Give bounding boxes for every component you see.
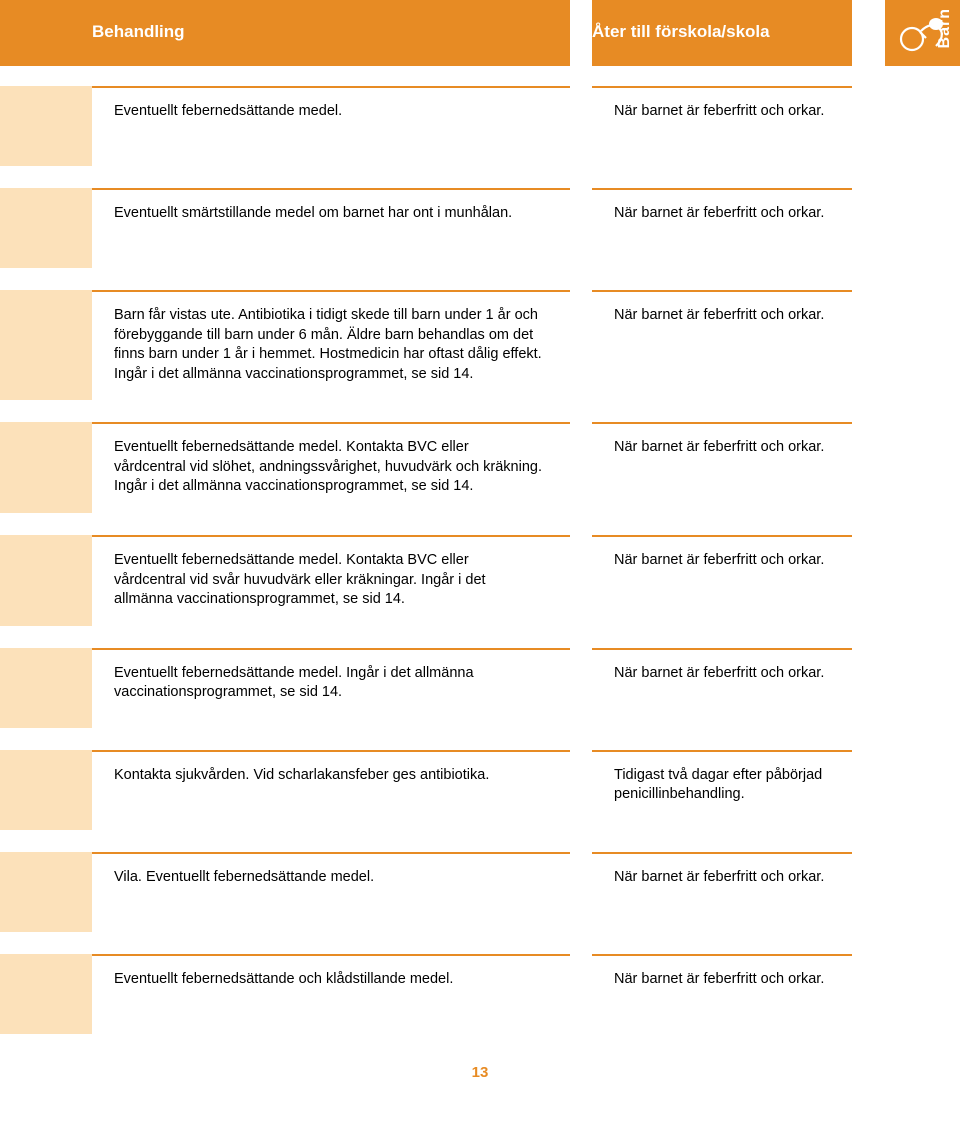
header-treatment: Behandling (92, 22, 570, 42)
header: Behandling Åter till förskola/skola Barn (0, 0, 960, 66)
table-row: Eventuellt febernedsättande medel. Konta… (0, 422, 960, 513)
table-row: Eventuellt febernedsättande och klådstil… (0, 954, 960, 1034)
cell-treatment: Barn får vistas ute. Antibiotika i tidig… (92, 290, 570, 400)
table-body: Eventuellt febernedsättande medel. När b… (0, 86, 960, 1034)
cell-gap (570, 535, 592, 626)
row-stripe (0, 290, 92, 400)
cell-return: När barnet är feberfritt och orkar. (592, 954, 852, 1034)
cell-treatment: Eventuellt febernedsättande medel. Konta… (92, 535, 570, 626)
cell-gap (570, 86, 592, 166)
cell-return: När barnet är feberfritt och orkar. (592, 290, 852, 400)
row-stripe (0, 750, 92, 830)
cell-treatment: Vila. Eventuellt febernedsättande medel. (92, 852, 570, 932)
header-gap (570, 22, 592, 42)
row-stripe (0, 86, 92, 166)
table-row: Barn får vistas ute. Antibiotika i tidig… (0, 290, 960, 400)
cell-return: När barnet är feberfritt och orkar. (592, 188, 852, 268)
cell-gap (570, 750, 592, 830)
cell-gap (570, 852, 592, 932)
cell-treatment: Eventuellt febernedsättande och klådstil… (92, 954, 570, 1034)
header-return: Åter till förskola/skola (592, 22, 852, 42)
cell-treatment: Eventuellt smärtstillande medel om barne… (92, 188, 570, 268)
cell-treatment: Eventuellt febernedsättande medel. Ingår… (92, 648, 570, 728)
cell-gap (570, 954, 592, 1034)
cell-gap (570, 648, 592, 728)
cell-return: När barnet är feberfritt och orkar. (592, 422, 852, 513)
table-row: Kontakta sjukvården. Vid scharlakansfebe… (0, 750, 960, 830)
row-stripe (0, 188, 92, 268)
table-row: Vila. Eventuellt febernedsättande medel.… (0, 852, 960, 932)
cell-gap (570, 290, 592, 400)
cell-return: När barnet är feberfritt och orkar. (592, 648, 852, 728)
cell-treatment: Kontakta sjukvården. Vid scharlakansfebe… (92, 750, 570, 830)
side-tab-label: Barn (936, 8, 954, 48)
row-stripe (0, 422, 92, 513)
side-tab: Barn (885, 0, 960, 66)
cell-treatment: Eventuellt febernedsättande medel. (92, 86, 570, 166)
table-row: Eventuellt febernedsättande medel. Konta… (0, 535, 960, 626)
row-stripe (0, 648, 92, 728)
row-stripe (0, 852, 92, 932)
cell-return: Tidigast två dagar efter påbörjad penici… (592, 750, 852, 830)
table-row: Eventuellt febernedsättande medel. Ingår… (0, 648, 960, 728)
table-row: Eventuellt smärtstillande medel om barne… (0, 188, 960, 268)
page-number: 13 (0, 1064, 960, 1101)
cell-gap (570, 188, 592, 268)
cell-treatment: Eventuellt febernedsättande medel. Konta… (92, 422, 570, 513)
header-row: Behandling Åter till förskola/skola (0, 0, 960, 64)
row-stripe (0, 954, 92, 1034)
row-stripe (0, 535, 92, 626)
cell-return: När barnet är feberfritt och orkar. (592, 852, 852, 932)
cell-gap (570, 422, 592, 513)
table-row: Eventuellt febernedsättande medel. När b… (0, 86, 960, 166)
cell-return: När barnet är feberfritt och orkar. (592, 86, 852, 166)
page: Behandling Åter till förskola/skola Barn… (0, 0, 960, 1101)
cell-return: När barnet är feberfritt och orkar. (592, 535, 852, 626)
